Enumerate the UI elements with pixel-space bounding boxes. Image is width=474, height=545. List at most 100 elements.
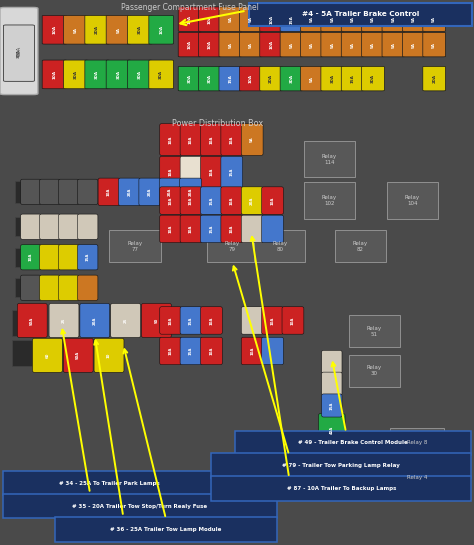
- FancyBboxPatch shape: [110, 304, 140, 337]
- Text: Relay
77: Relay 77: [128, 241, 143, 252]
- FancyBboxPatch shape: [141, 304, 172, 337]
- Text: Relay
102: Relay 102: [322, 195, 337, 206]
- Text: 15A: 15A: [210, 225, 213, 233]
- Text: 5A: 5A: [392, 16, 395, 22]
- FancyBboxPatch shape: [4, 25, 34, 81]
- FancyBboxPatch shape: [178, 32, 201, 57]
- Text: 10A: 10A: [230, 135, 234, 144]
- FancyBboxPatch shape: [85, 60, 109, 89]
- FancyBboxPatch shape: [349, 355, 400, 386]
- FancyBboxPatch shape: [109, 231, 161, 262]
- Text: 15A: 15A: [189, 347, 193, 355]
- Text: 10A: 10A: [169, 135, 173, 144]
- Text: 10A: 10A: [208, 40, 212, 49]
- Text: # 36 - 25A Trailer Tow Lamp Module: # 36 - 25A Trailer Tow Lamp Module: [110, 527, 221, 532]
- FancyBboxPatch shape: [77, 179, 98, 204]
- FancyBboxPatch shape: [59, 214, 79, 239]
- Text: 5A: 5A: [371, 16, 375, 22]
- FancyBboxPatch shape: [335, 231, 386, 262]
- FancyBboxPatch shape: [42, 60, 67, 89]
- Text: 5A: 5A: [432, 41, 436, 47]
- Text: 10A: 10A: [189, 135, 193, 144]
- Text: 15A: 15A: [330, 401, 334, 410]
- FancyBboxPatch shape: [219, 66, 242, 91]
- Text: 10A: 10A: [208, 15, 212, 23]
- FancyBboxPatch shape: [423, 32, 446, 57]
- FancyBboxPatch shape: [321, 7, 344, 32]
- Text: 5A: 5A: [250, 137, 254, 142]
- FancyBboxPatch shape: [39, 214, 60, 239]
- FancyBboxPatch shape: [319, 414, 345, 445]
- FancyBboxPatch shape: [15, 247, 30, 267]
- Text: #4 - 5A Trailer Brake Control: #4 - 5A Trailer Brake Control: [301, 11, 419, 17]
- FancyBboxPatch shape: [21, 214, 41, 239]
- Text: Passenger Compartment Fuse Panel: Passenger Compartment Fuse Panel: [121, 3, 258, 12]
- Text: 30A: 30A: [159, 70, 163, 79]
- FancyBboxPatch shape: [241, 187, 263, 214]
- Text: 30A: 30A: [371, 74, 375, 83]
- FancyBboxPatch shape: [280, 7, 303, 32]
- FancyBboxPatch shape: [3, 494, 277, 518]
- Text: 10A: 10A: [29, 253, 33, 262]
- Text: Relay
104: Relay 104: [405, 195, 420, 206]
- Text: 5A: 5A: [371, 41, 375, 47]
- Text: 30A: 30A: [17, 46, 21, 56]
- Text: 60: 60: [46, 353, 49, 358]
- FancyBboxPatch shape: [12, 310, 34, 336]
- FancyBboxPatch shape: [301, 32, 323, 57]
- FancyBboxPatch shape: [59, 179, 79, 204]
- FancyBboxPatch shape: [33, 217, 48, 237]
- Text: 30A: 30A: [138, 25, 142, 34]
- FancyBboxPatch shape: [221, 187, 243, 214]
- Text: 30A: 30A: [138, 70, 142, 79]
- Text: 15A: 15A: [189, 316, 193, 325]
- Text: Relay
82: Relay 82: [353, 241, 368, 252]
- FancyBboxPatch shape: [49, 304, 79, 337]
- Text: 10A: 10A: [271, 316, 274, 325]
- FancyBboxPatch shape: [12, 340, 34, 366]
- FancyBboxPatch shape: [239, 32, 262, 57]
- Text: 30A: 30A: [188, 74, 191, 83]
- FancyBboxPatch shape: [262, 307, 283, 334]
- Text: 20A: 20A: [95, 25, 99, 34]
- Text: 10A: 10A: [269, 15, 273, 23]
- FancyBboxPatch shape: [39, 179, 60, 204]
- Text: 50A: 50A: [30, 316, 34, 325]
- FancyBboxPatch shape: [254, 231, 305, 262]
- FancyBboxPatch shape: [235, 431, 471, 455]
- Text: 15A: 15A: [210, 196, 213, 205]
- Text: 10A: 10A: [53, 25, 56, 34]
- FancyBboxPatch shape: [321, 32, 344, 57]
- Text: 15A: 15A: [290, 15, 293, 23]
- Text: 5A: 5A: [310, 16, 314, 22]
- Text: 5A: 5A: [310, 41, 314, 47]
- Text: 5A: 5A: [330, 41, 334, 47]
- Text: 50A: 50A: [76, 351, 80, 360]
- Text: 20A: 20A: [269, 74, 273, 83]
- FancyBboxPatch shape: [362, 7, 384, 32]
- FancyBboxPatch shape: [178, 7, 201, 32]
- FancyBboxPatch shape: [77, 275, 98, 300]
- FancyBboxPatch shape: [341, 7, 364, 32]
- Text: 10A: 10A: [291, 316, 295, 325]
- FancyBboxPatch shape: [201, 124, 222, 155]
- Text: 20A: 20A: [128, 187, 131, 196]
- FancyBboxPatch shape: [128, 15, 152, 44]
- Text: 10A: 10A: [169, 196, 173, 205]
- FancyBboxPatch shape: [390, 463, 444, 492]
- FancyBboxPatch shape: [211, 476, 471, 500]
- Text: 5A: 5A: [351, 16, 355, 22]
- FancyBboxPatch shape: [201, 307, 222, 334]
- FancyBboxPatch shape: [55, 517, 277, 542]
- Text: 5A: 5A: [290, 41, 293, 47]
- Text: 25: 25: [124, 318, 128, 323]
- FancyBboxPatch shape: [301, 66, 323, 91]
- Text: Power Distribution Box: Power Distribution Box: [173, 119, 264, 128]
- FancyBboxPatch shape: [160, 187, 182, 214]
- FancyBboxPatch shape: [77, 214, 98, 239]
- FancyBboxPatch shape: [219, 32, 242, 57]
- Text: 5A: 5A: [412, 16, 416, 22]
- FancyBboxPatch shape: [362, 66, 384, 91]
- Text: Relay
30: Relay 30: [367, 365, 382, 376]
- Text: 5A: 5A: [228, 16, 232, 22]
